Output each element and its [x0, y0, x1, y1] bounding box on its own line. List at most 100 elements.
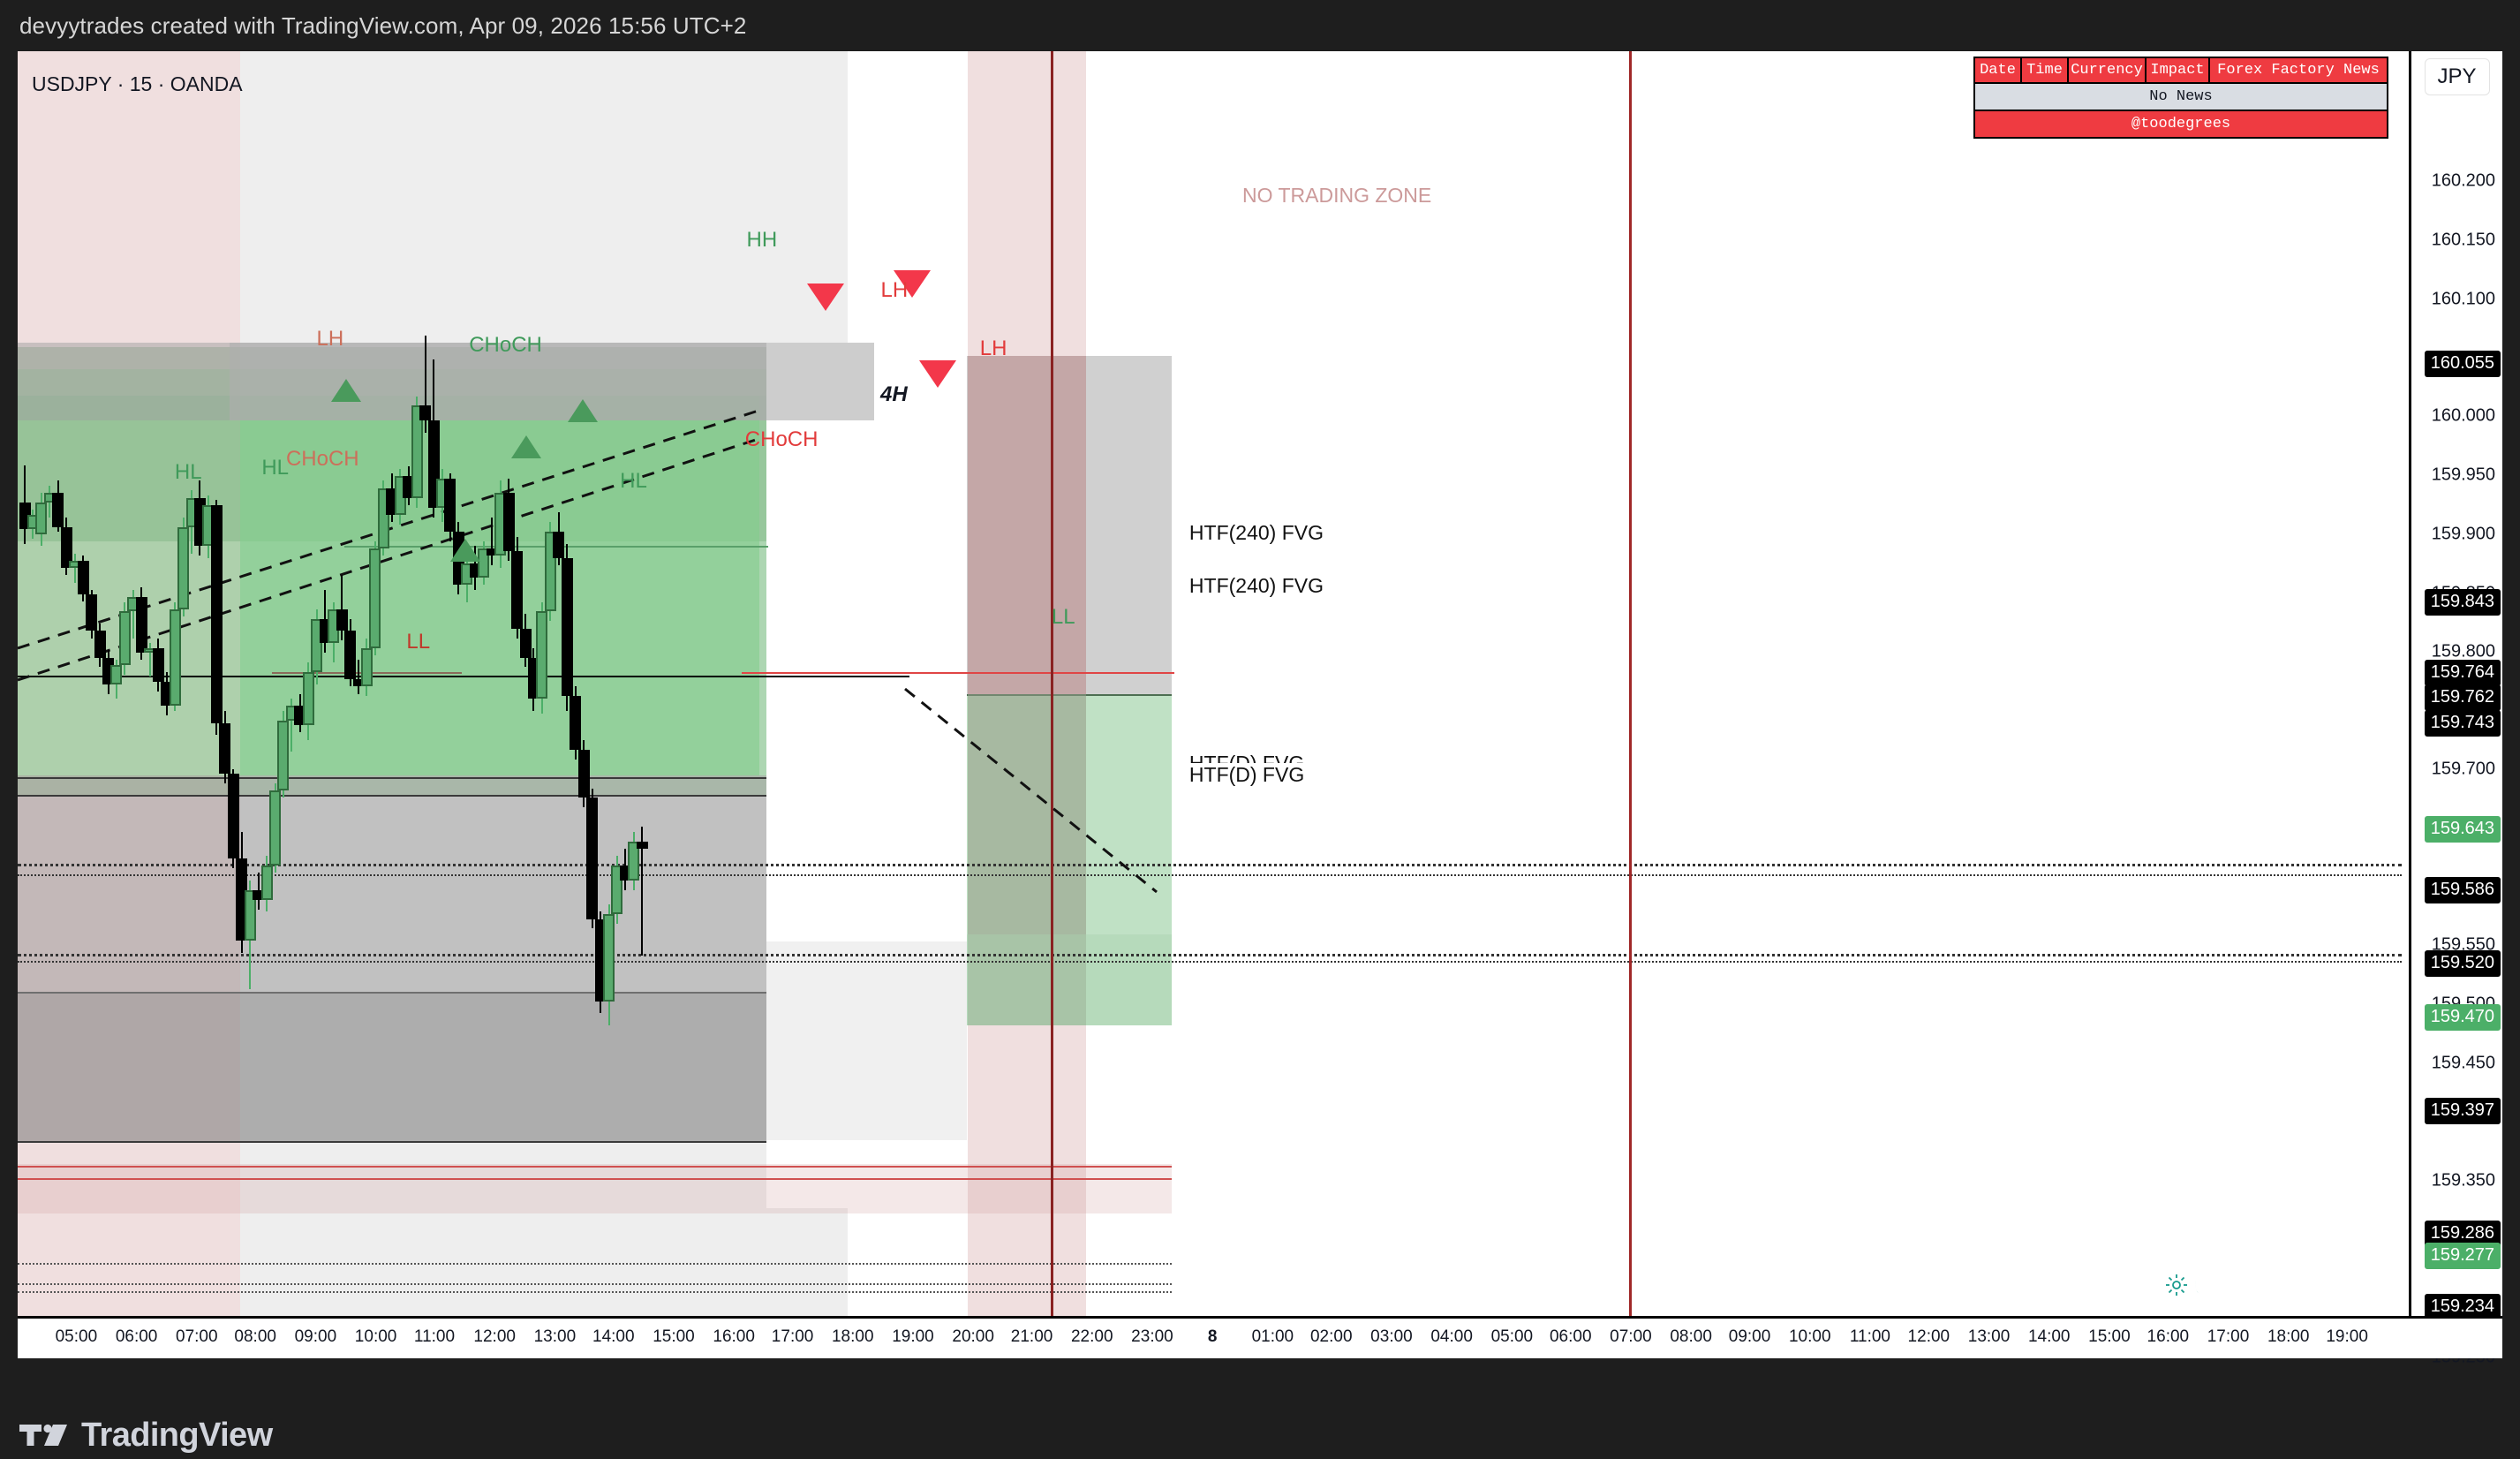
candlestick [277, 710, 290, 798]
structure-label: CHoCH [744, 427, 819, 451]
candle-wick [641, 827, 644, 956]
symbol-legend[interactable]: USDJPY · 15 · OANDA [18, 67, 257, 103]
fvg-label: HTF(240) FVG [1185, 573, 1327, 598]
candle-body [152, 647, 164, 682]
structure-label: HL [620, 468, 647, 493]
structure-label: HL [174, 460, 202, 485]
time-tick-label: 22:00 [1070, 1327, 1113, 1346]
candlestick [536, 601, 548, 714]
time-tick-label: 15:00 [2088, 1327, 2131, 1346]
time-tick-label: 16:00 [713, 1327, 755, 1346]
candlestick [118, 601, 131, 675]
candle-wick [424, 336, 426, 433]
htf-daily-line-1 [18, 1166, 1172, 1168]
price-tag-black: 159.520 [2424, 950, 2501, 978]
price-tick-label: 159.550 [2431, 934, 2495, 955]
candlestick [511, 536, 524, 639]
candlestick [60, 517, 72, 576]
time-tick-label: 01:00 [1251, 1327, 1294, 1346]
price-tag-black: 159.764 [2424, 659, 2501, 686]
candle-body [444, 478, 456, 532]
candlestick [478, 541, 490, 586]
htf-240-fvg-line-2 [18, 954, 2402, 956]
time-tick-label: 19:00 [892, 1327, 934, 1346]
price-tick-label: 159.350 [2431, 1170, 2495, 1191]
htf-daily-line-2 [18, 1178, 1172, 1180]
candle-body [86, 594, 98, 631]
candle-body [336, 609, 348, 631]
time-tick-label: 05:00 [1490, 1327, 1534, 1346]
candle-body [302, 671, 314, 726]
candle-body [94, 631, 106, 658]
forex-factory-news-widget[interactable]: Date Time Currency Impact Forex Factory … [1973, 57, 2388, 139]
price-tag-black: 159.397 [2424, 1097, 2501, 1124]
chart-pane[interactable]: HH LH LH LH CHoCH CHoCH CHoCH HL HL HL LL LL HTF(240… [18, 51, 2409, 1316]
time-tick-label: 16:00 [2147, 1327, 2190, 1346]
bullish-marker-icon [331, 379, 362, 403]
symbol-legend-text: USDJPY · 15 · OANDA [32, 72, 243, 95]
time-tick-label: 05:00 [55, 1327, 98, 1346]
candlestick [302, 662, 314, 740]
quote-currency-badge[interactable]: JPY [2424, 58, 2490, 95]
time-tick-label: 8 [1207, 1327, 1218, 1346]
structure-label: HL [261, 456, 289, 480]
structure-label: LL [1051, 605, 1075, 629]
sun-icon [2166, 1274, 2187, 1296]
candlestick [369, 541, 381, 655]
htf-d-fvg-line-1 [18, 1263, 1172, 1265]
candle-wick [491, 517, 494, 566]
session-open-line-1 [1051, 51, 1053, 1316]
bullish-marker-icon [568, 398, 598, 422]
candle-body [511, 550, 524, 629]
price-tag-black: 160.055 [2424, 350, 2501, 377]
time-tick-label: 09:00 [294, 1327, 337, 1346]
candle-body [118, 611, 131, 665]
time-tick-label: 11:00 [413, 1327, 456, 1346]
candlestick [169, 601, 181, 711]
price-scale[interactable]: JPY 160.200 160.150 160.100 160.000 159.950 1… [2409, 51, 2502, 1366]
news-col-time: Time [2022, 58, 2069, 82]
candlestick [135, 587, 147, 661]
structure-label: LH [979, 336, 1007, 361]
structure-label: LH [316, 326, 344, 351]
candle-body [135, 597, 147, 654]
candle-body [369, 548, 381, 648]
candlestick [519, 614, 532, 668]
price-tag-black: 159.234 [2424, 1293, 2501, 1320]
news-header-row: Date Time Currency Impact Forex Factory … [1975, 58, 2387, 82]
htf-d-fvg-line-3 [18, 1291, 1172, 1293]
candlestick [344, 618, 357, 687]
bullish-marker-icon [511, 435, 542, 458]
candle-wick [73, 553, 76, 583]
time-tick-label: 20:00 [952, 1327, 994, 1346]
candlestick [336, 575, 348, 641]
tradingview-logo: TradingView [19, 1417, 273, 1455]
candle-body [210, 504, 223, 723]
candle-body [628, 841, 640, 881]
discount-inner-top [18, 992, 766, 994]
time-tick-label: 02:00 [1309, 1327, 1353, 1346]
candlestick [219, 710, 231, 784]
time-scale[interactable]: 05:00 06:00 07:00 08:00 09:00 10:00 11:00 12:00… [18, 1316, 2502, 1358]
candle-body [411, 405, 423, 498]
candle-body [35, 503, 48, 534]
price-tick-label: 160.150 [2431, 230, 2495, 250]
candle-wick [358, 660, 359, 694]
price-tick-label: 159.800 [2431, 641, 2495, 661]
candle-body [561, 558, 573, 697]
candlestick [502, 478, 515, 561]
htf-daily-fvg-upper [18, 1164, 1172, 1213]
candlestick [52, 480, 64, 533]
time-tick-label: 07:00 [176, 1327, 218, 1346]
candle-wick [290, 699, 293, 752]
bullish-fvg-zone-low [967, 934, 1172, 1025]
candlestick [177, 517, 190, 616]
time-tick-label: 14:00 [2027, 1327, 2071, 1346]
candle-body [344, 631, 357, 680]
candle-body [360, 647, 373, 687]
price-tick-label: 160.100 [2431, 289, 2495, 309]
candle-wick [341, 575, 343, 641]
price-tag-black: 159.762 [2424, 684, 2501, 712]
price-tag-black: 159.286 [2424, 1221, 2501, 1248]
price-tick-label: 159.450 [2431, 1053, 2495, 1073]
